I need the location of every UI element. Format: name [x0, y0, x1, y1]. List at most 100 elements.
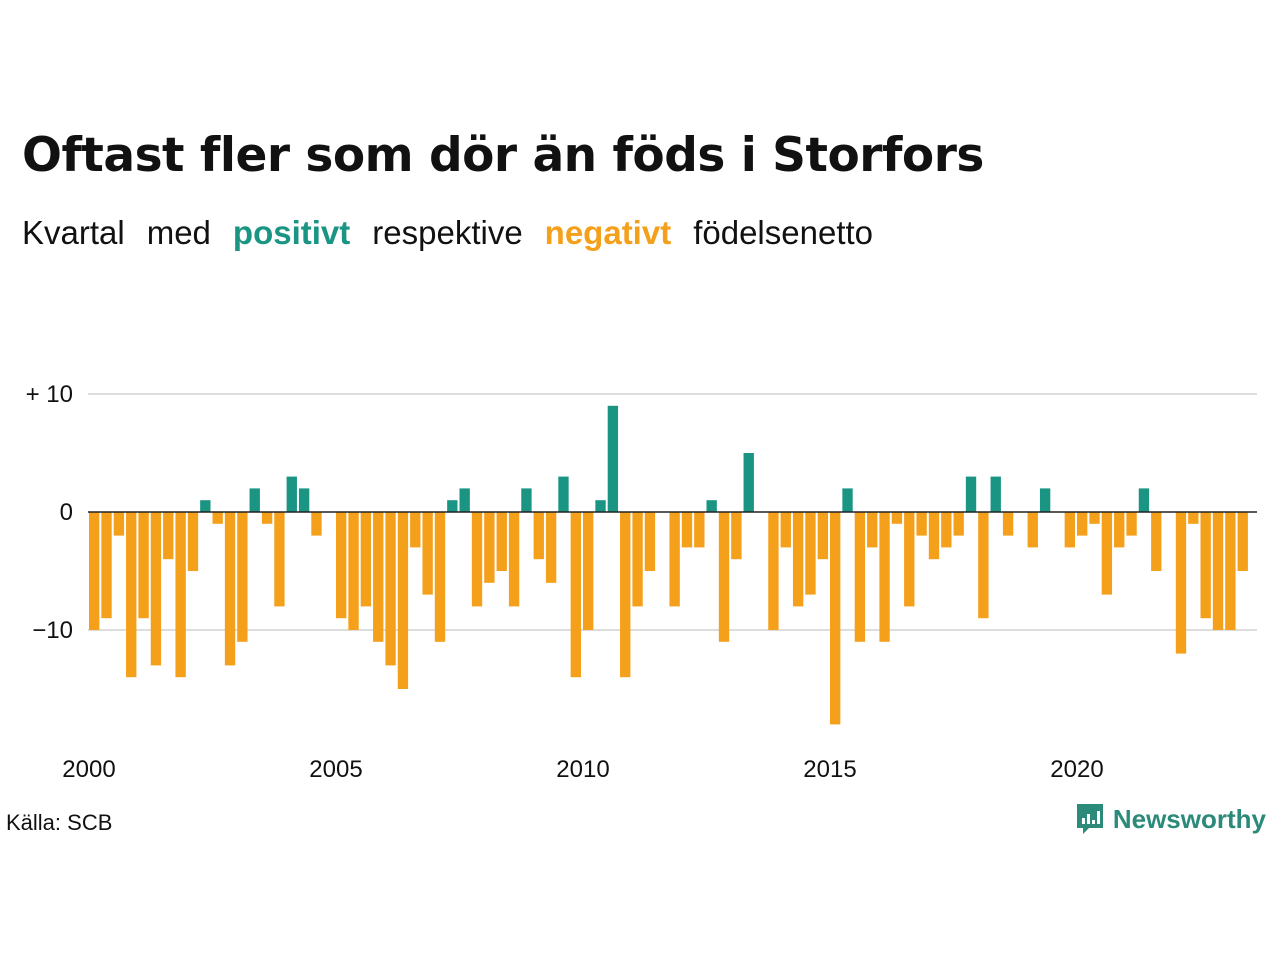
bar-positive — [459, 488, 470, 512]
y-tick-label: 0 — [60, 499, 73, 526]
bar-positive — [249, 488, 260, 512]
bar-negative — [780, 512, 791, 548]
brand-name: Newsworthy — [1112, 803, 1266, 834]
bar-negative — [385, 512, 396, 666]
bar-negative — [1126, 512, 1137, 536]
bar-negative — [336, 512, 347, 619]
bar-positive — [842, 488, 853, 512]
bar-positive — [595, 500, 606, 512]
bar-negative — [163, 512, 174, 560]
bar-negative — [830, 512, 841, 725]
bar-negative — [1175, 512, 1187, 654]
bar-negative — [891, 512, 903, 524]
subtitle-word-kvartal: Kvartal — [22, 214, 125, 251]
bar-negative — [792, 512, 804, 607]
bar-negative — [1212, 512, 1224, 630]
bar-negative — [274, 512, 285, 607]
bar-negative — [175, 512, 186, 678]
bar-negative — [212, 512, 223, 524]
source-note: Källa: SCB — [6, 810, 113, 835]
bar-negative — [496, 512, 507, 571]
bar-negative — [237, 512, 248, 642]
bar-positive — [521, 488, 532, 512]
bar-negative — [434, 512, 446, 642]
bar-negative — [126, 512, 137, 678]
bar-positive — [965, 476, 977, 512]
bar-negative — [422, 512, 433, 595]
bar-negative — [718, 512, 730, 642]
bar-negative — [694, 512, 705, 548]
bar-negative — [620, 512, 631, 678]
y-tick-label: −10 — [32, 617, 73, 644]
bar-negative — [348, 512, 359, 630]
bar-negative — [916, 512, 927, 536]
bar-negative — [1089, 512, 1100, 524]
bar-negative — [854, 512, 866, 642]
bar-negative — [508, 512, 520, 607]
bar-negative — [867, 512, 878, 548]
bar-negative — [1101, 512, 1113, 595]
bar-negative — [360, 512, 372, 607]
bar-positive — [286, 476, 297, 512]
bar-negative — [471, 512, 483, 607]
bar-negative — [1225, 512, 1236, 630]
bar-negative — [311, 512, 322, 536]
bar-negative — [397, 512, 409, 689]
bar-negative — [1002, 512, 1014, 536]
x-tick-label: 2010 — [556, 756, 609, 783]
bar-negative — [113, 512, 125, 536]
bar-negative — [261, 512, 273, 524]
bars — [89, 405, 1248, 725]
bar-negative — [484, 512, 495, 583]
bar-negative — [644, 512, 656, 571]
bar-negative — [879, 512, 890, 642]
bar-negative — [1077, 512, 1088, 536]
bar-negative — [669, 512, 680, 607]
bar-negative — [817, 512, 828, 560]
bar-positive — [558, 476, 569, 512]
bar-negative — [904, 512, 915, 607]
bar-negative — [224, 512, 236, 666]
subtitle-word-fodelsenetto: födelsenetto — [693, 214, 874, 251]
bar-negative — [187, 512, 199, 571]
axes: + 10 0 −10 2000 2005 2010 2015 2020 — [26, 381, 1257, 783]
bar-negative — [101, 512, 112, 619]
bar-negative — [1027, 512, 1038, 548]
subtitle-word-respektive: respektive — [372, 214, 523, 251]
bar-negative — [138, 512, 149, 619]
bar-negative — [1114, 512, 1125, 548]
bar-negative — [533, 512, 544, 560]
x-tick-label: 2000 — [62, 756, 115, 783]
bar-positive — [1138, 488, 1150, 512]
bar-negative — [89, 512, 100, 630]
bar-negative — [1064, 512, 1075, 548]
chart-subtitle: Kvartal med positivt respektive negativt föde… — [22, 214, 895, 252]
bar-negative — [632, 512, 643, 607]
bar-negative — [373, 512, 384, 642]
x-tick-label: 2015 — [803, 756, 856, 783]
bar-negative — [941, 512, 952, 548]
bar-negative — [1188, 512, 1199, 524]
newsworthy-logo-icon — [1076, 804, 1103, 834]
brand: Newsworthy — [1075, 802, 1266, 836]
bar-positive — [1039, 488, 1051, 512]
bar-positive — [298, 488, 310, 512]
bar-positive — [607, 405, 619, 512]
bar-negative — [545, 512, 557, 583]
bar-positive — [743, 453, 754, 512]
bar-positive — [447, 500, 458, 512]
bar-negative — [1237, 512, 1248, 571]
x-tick-label: 2020 — [1050, 756, 1103, 783]
bar-negative — [1200, 512, 1211, 619]
bar-negative — [805, 512, 816, 595]
bar-negative — [768, 512, 779, 630]
bar-negative — [1151, 512, 1162, 571]
legend-negative-label: negativt — [544, 214, 672, 251]
bar-negative — [928, 512, 940, 560]
bar-negative — [570, 512, 581, 678]
bar-negative — [150, 512, 162, 666]
bar-negative — [953, 512, 964, 536]
bar-negative — [681, 512, 693, 548]
bar-negative — [731, 512, 742, 560]
